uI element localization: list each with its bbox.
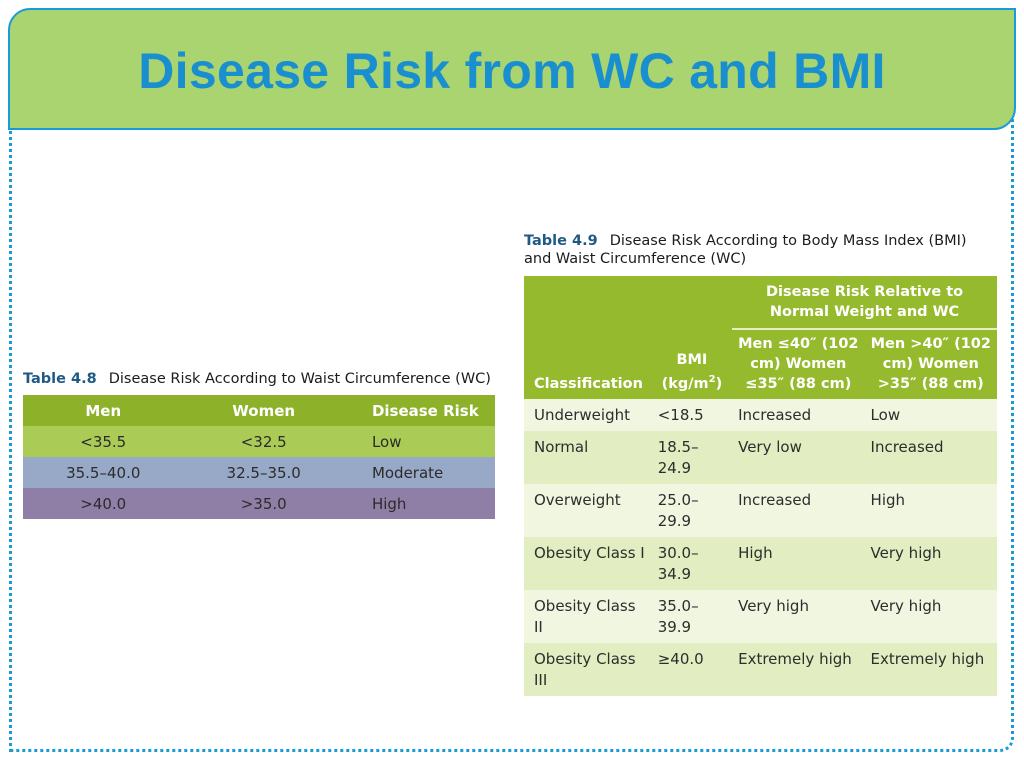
cell-men: >40.0 bbox=[80, 494, 127, 513]
cell-bmi: 25.0–29.9 bbox=[651, 484, 733, 537]
cell-risk-high-wc: Low bbox=[864, 399, 997, 431]
header-men: Men bbox=[85, 401, 122, 420]
cell-risk-low-wc: Increased bbox=[732, 399, 865, 431]
cell-classification: Normal bbox=[524, 431, 652, 484]
header-bmi-sup: 2 bbox=[708, 374, 716, 386]
cell-risk-high-wc: Extremely high bbox=[864, 643, 997, 696]
table-title: Disease Risk According to Body Mass Inde… bbox=[524, 233, 967, 267]
table-title: Disease Risk According to Waist Circumfe… bbox=[108, 371, 491, 387]
table-row: Overweight 25.0–29.9 Increased High bbox=[524, 484, 997, 537]
cell-risk-low-wc: Increased bbox=[732, 484, 865, 537]
table-header-row: Classification BMI (kg/m2) Disease Risk … bbox=[524, 276, 997, 399]
header-risk-group: Disease Risk Relative to Normal Weight a… bbox=[732, 276, 997, 330]
cell-risk: Low bbox=[371, 432, 402, 451]
table-caption: Table 4.9 Disease Risk According to Body … bbox=[524, 232, 997, 268]
cell-classification: Underweight bbox=[524, 399, 652, 431]
table-row: Obesity Class I 30.0–34.9 High Very high bbox=[524, 537, 997, 590]
table-row: Obesity Class II 35.0–39.9 Very high Ver… bbox=[524, 590, 997, 643]
header-classification: Classification bbox=[524, 276, 652, 399]
cell-bmi: 35.0–39.9 bbox=[651, 590, 733, 643]
cell-bmi: 30.0–34.9 bbox=[651, 537, 733, 590]
cell-risk-low-wc: Very high bbox=[732, 590, 865, 643]
cell-women: >35.0 bbox=[240, 494, 287, 513]
cell-classification: Obesity Class III bbox=[524, 643, 652, 696]
table-row: >40.0 >35.0 High bbox=[23, 488, 495, 519]
table-number: Table 4.9 bbox=[524, 233, 598, 249]
table-row: 35.5–40.0 32.5–35.0 Moderate bbox=[23, 457, 495, 488]
table-subheader-row: Men ≤40″ (102 cm) Women ≤35″ (88 cm) Men… bbox=[524, 329, 997, 399]
cell-risk-high-wc: Increased bbox=[864, 431, 997, 484]
cell-men: 35.5–40.0 bbox=[66, 463, 141, 482]
table-header-row: Men Women Disease Risk bbox=[23, 395, 495, 426]
table-row: <35.5 <32.5 Low bbox=[23, 426, 495, 457]
cell-risk-high-wc: High bbox=[864, 484, 997, 537]
slide-title: Disease Risk from WC and BMI bbox=[138, 43, 886, 99]
table-caption: Table 4.8 Disease Risk According to Waist… bbox=[23, 370, 495, 388]
header-bmi: BMI (kg/m2) bbox=[651, 276, 733, 399]
header-wc-low: Men ≤40″ (102 cm) Women ≤35″ (88 cm) bbox=[732, 329, 865, 399]
wc-risk-table: Men Women Disease Risk <35.5 <32.5 Low 3… bbox=[23, 395, 495, 519]
cell-men: <35.5 bbox=[80, 432, 127, 451]
cell-classification: Obesity Class I bbox=[524, 537, 652, 590]
table-4-9: Table 4.9 Disease Risk According to Body … bbox=[524, 232, 997, 696]
header-bmi-label: BMI bbox=[676, 352, 708, 369]
cell-risk: High bbox=[371, 494, 407, 513]
cell-risk: Moderate bbox=[371, 463, 444, 482]
cell-bmi: ≥40.0 bbox=[651, 643, 733, 696]
cell-risk-low-wc: Very low bbox=[732, 431, 865, 484]
slide-frame bbox=[9, 60, 1014, 752]
header-bmi-close: ) bbox=[715, 376, 723, 392]
cell-risk-high-wc: Very high bbox=[864, 537, 997, 590]
cell-classification: Obesity Class II bbox=[524, 590, 652, 643]
table-row: Obesity Class III ≥40.0 Extremely high E… bbox=[524, 643, 997, 696]
table-row: Normal 18.5–24.9 Very low Increased bbox=[524, 431, 997, 484]
cell-bmi: 18.5–24.9 bbox=[651, 431, 733, 484]
cell-classification: Overweight bbox=[524, 484, 652, 537]
table-row: Underweight <18.5 Increased Low bbox=[524, 399, 997, 431]
cell-risk-high-wc: Very high bbox=[864, 590, 997, 643]
bmi-wc-risk-table: Classification BMI (kg/m2) Disease Risk … bbox=[524, 276, 997, 696]
cell-bmi: <18.5 bbox=[651, 399, 733, 431]
cell-women: 32.5–35.0 bbox=[226, 463, 301, 482]
cell-risk-low-wc: Extremely high bbox=[732, 643, 865, 696]
header-bmi-unit: (kg/m bbox=[661, 376, 709, 392]
title-banner: Disease Risk from WC and BMI bbox=[8, 8, 1016, 130]
table-number: Table 4.8 bbox=[23, 371, 97, 387]
cell-women: <32.5 bbox=[240, 432, 287, 451]
header-disease-risk: Disease Risk bbox=[371, 401, 479, 420]
header-wc-high: Men >40″ (102 cm) Women >35″ (88 cm) bbox=[864, 329, 997, 399]
table-4-8: Table 4.8 Disease Risk According to Waist… bbox=[23, 370, 495, 519]
header-women: Women bbox=[232, 401, 296, 420]
cell-risk-low-wc: High bbox=[732, 537, 865, 590]
